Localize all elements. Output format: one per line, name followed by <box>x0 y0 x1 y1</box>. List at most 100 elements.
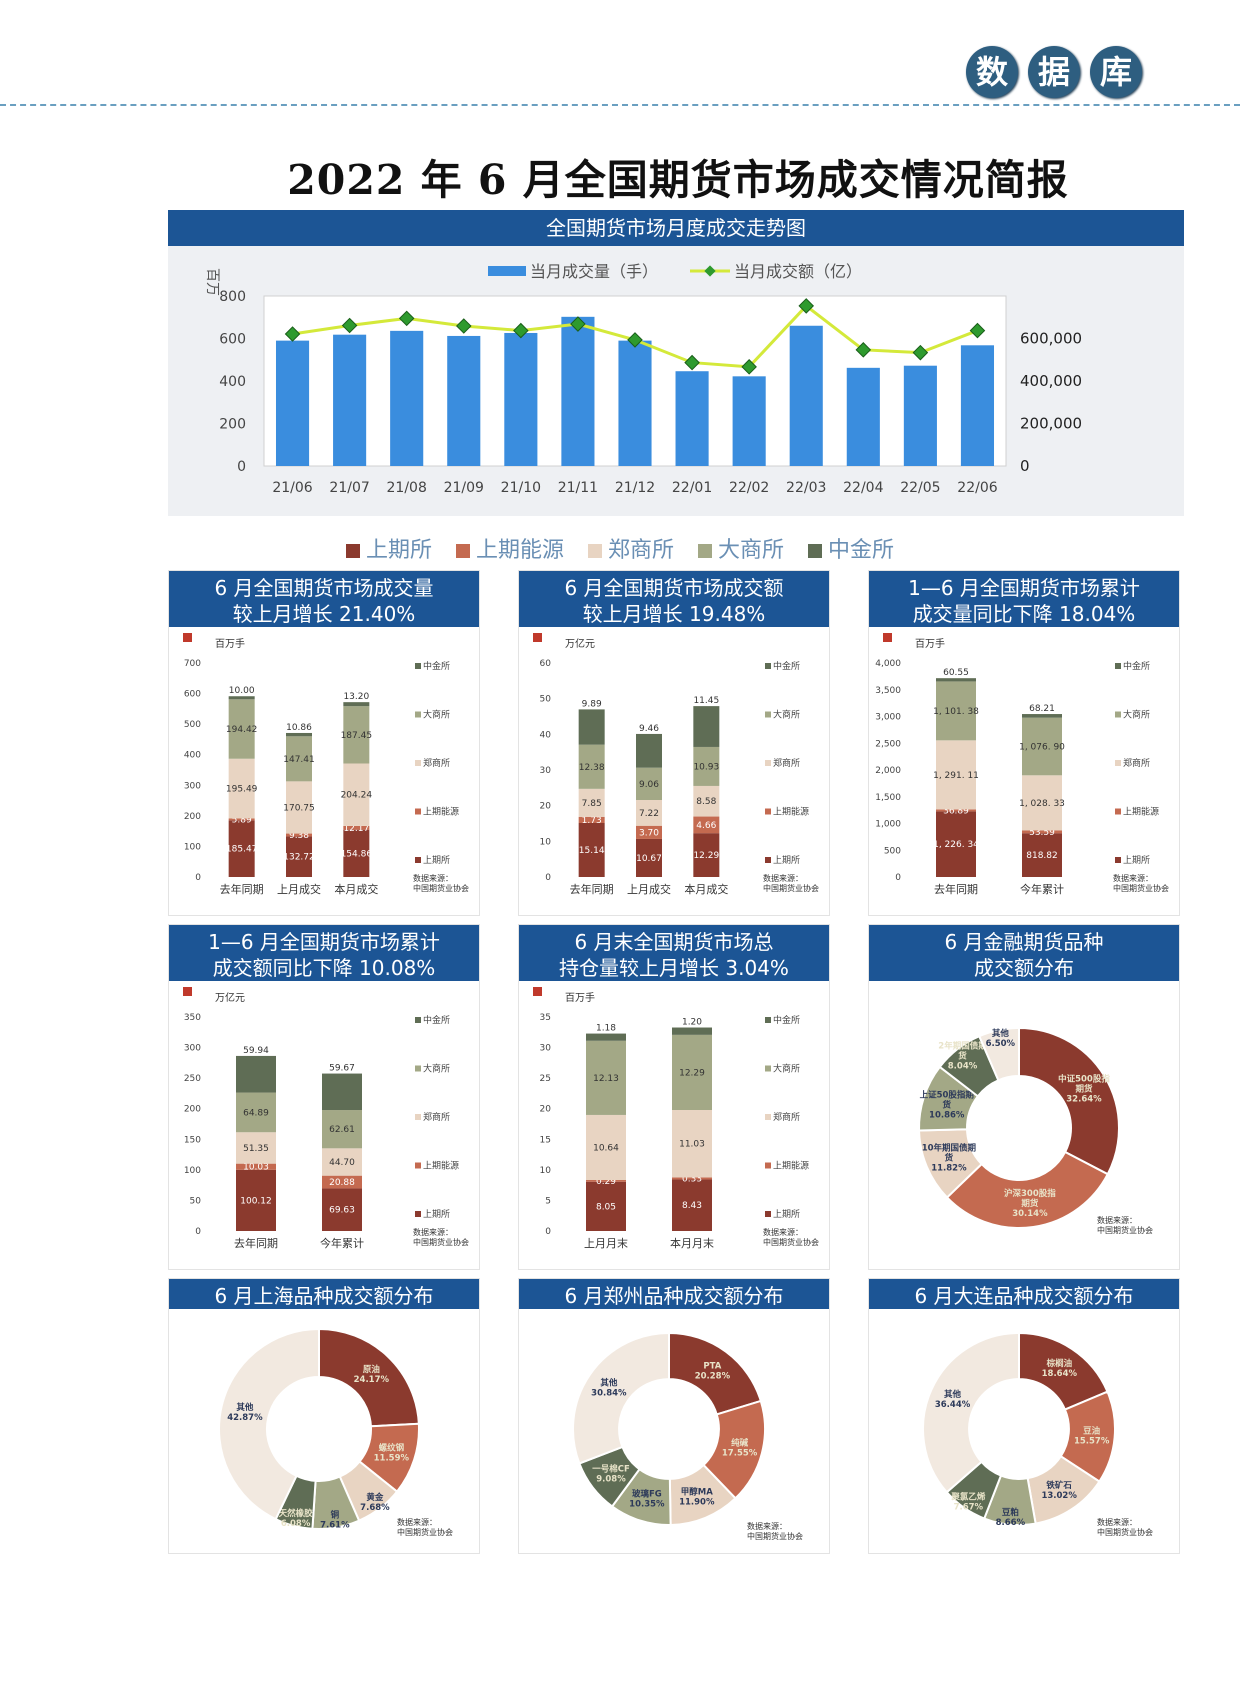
donut-label: 中证500股指 <box>1058 1074 1110 1085</box>
panel-title-line: 成交量同比下降 18.04% <box>912 602 1136 626</box>
stack-segment <box>636 733 662 768</box>
stack-label: 194.42 <box>226 725 258 735</box>
stack-segment <box>578 816 605 824</box>
side-legend-swatch <box>765 1017 771 1023</box>
x-tick: 22/05 <box>900 480 940 496</box>
stack-segment <box>636 838 662 877</box>
side-legend-label: 大商所 <box>773 709 800 721</box>
donut-label: 其他 <box>600 1378 618 1389</box>
exchange-legend-item: 郑商所 <box>587 532 674 564</box>
legend-label: 大商所 <box>718 538 785 563</box>
stack-segment <box>322 1148 362 1176</box>
stack-segment <box>636 825 662 839</box>
stack-label: 12.29 <box>679 1068 705 1078</box>
stack-segment <box>322 1175 362 1189</box>
corner-marker <box>533 633 542 642</box>
stack-segment <box>1022 714 1062 718</box>
donut-label: 其他 <box>236 1402 254 1413</box>
stack-label: 10.67 <box>636 854 662 864</box>
donut-label: 铜 <box>331 1510 340 1521</box>
stack-label: 154.86 <box>341 849 373 859</box>
side-legend-swatch <box>765 711 771 718</box>
stack-segment <box>236 1169 276 1231</box>
x-tick: 去年同期 <box>570 882 614 896</box>
stack-label: 20.88 <box>329 1178 355 1188</box>
side-legend-swatch <box>415 663 421 669</box>
stack-label: 9.38 <box>289 831 309 841</box>
side-legend-swatch <box>415 1211 421 1217</box>
donut-label: 17.55% <box>722 1448 758 1458</box>
unit-label: 百万手 <box>215 637 245 650</box>
side-legend-swatch <box>765 663 771 669</box>
panel-title: 1—6 月全国期货市场累计 成交额同比下降 10.08% <box>169 925 479 981</box>
donut-label: 18.64% <box>1042 1369 1078 1379</box>
y-tick: 3,500 <box>875 686 901 696</box>
exchange-legend-item: 大商所 <box>698 532 784 564</box>
stack-label: 64.89 <box>243 1108 269 1118</box>
stack-label: 36.89 <box>943 806 969 816</box>
stack-segment <box>1022 830 1062 834</box>
stack-segment <box>228 820 255 877</box>
stack-label: 7.22 <box>639 809 659 819</box>
turnover-point <box>398 310 415 327</box>
stack-label: 12.13 <box>593 1074 619 1084</box>
exchange-legend-item: 上期能源 <box>455 532 564 564</box>
side-legend-swatch <box>1115 760 1121 766</box>
donut-label: 20.28% <box>695 1371 731 1381</box>
volume-bar <box>846 367 880 466</box>
exchange-legend: 上期所 上期能源 郑商所 大商所 中金所 <box>0 532 1240 564</box>
stack-label: 51.35 <box>243 1144 269 1154</box>
source-note: 数据来源： <box>413 873 453 883</box>
side-legend-swatch <box>1115 857 1121 863</box>
side-legend-label: 大商所 <box>773 1063 800 1075</box>
stack-label: 10.93 <box>693 762 719 772</box>
y-tick: 10 <box>540 837 552 847</box>
side-legend-label: 上期所 <box>1123 855 1150 866</box>
stack-label: 10.64 <box>593 1143 619 1153</box>
stack-label: 147.41 <box>283 755 315 765</box>
x-tick: 今年累计 <box>320 1236 364 1250</box>
side-legend-label: 上期所 <box>773 1209 800 1220</box>
stack-segment <box>236 1092 276 1133</box>
turnover-point <box>855 342 872 358</box>
chart-panel: 6 月大连品种成交额分布 棕榈油 18.64% 豆油 15.57% 铁矿石 13.02% 豆粕… <box>868 1278 1180 1554</box>
x-tick: 去年同期 <box>220 882 264 896</box>
donut-label: 11.59% <box>374 1453 410 1463</box>
y-tick: 500 <box>184 720 201 730</box>
stack-label: 5.89 <box>232 815 252 825</box>
donut-label: 9.08% <box>596 1474 626 1484</box>
side-legend-swatch <box>415 1017 421 1023</box>
x-tick: 去年同期 <box>234 1236 278 1250</box>
badge-2: 据 <box>1028 46 1080 98</box>
donut-slice <box>572 1331 670 1465</box>
y-right-tick: 400,000 <box>1020 372 1082 390</box>
stack-label: 4.66 <box>696 821 716 831</box>
chart-panel: 6 月全国期货市场成交额 较上月增长 19.48% 万亿元 0 10 20 30 40 50 60… <box>518 570 830 916</box>
donut-label: 13.02% <box>1041 1491 1077 1501</box>
panel-title-line: 持仓量较上月增长 3.04% <box>559 956 789 980</box>
donut-label: 15.57% <box>1074 1437 1110 1447</box>
y-tick: 60 <box>540 659 552 669</box>
x-tick: 21/08 <box>387 480 427 496</box>
volume-bar <box>390 330 424 466</box>
turnover-point <box>798 298 815 314</box>
stack-label: 1.20 <box>682 1018 702 1028</box>
side-legend-label: 大商所 <box>423 709 450 721</box>
volume-bar <box>903 365 937 466</box>
legend-label: 郑商所 <box>607 538 674 563</box>
panel-title-line: 较上月增长 21.40% <box>232 602 416 626</box>
source-note: 数据来源： <box>1097 1517 1137 1527</box>
y-right-tick: 600,000 <box>1020 330 1082 348</box>
stack-label: 10.00 <box>229 686 255 696</box>
y-tick: 350 <box>184 1013 201 1023</box>
volume-bar <box>675 371 709 466</box>
donut-label: 其他 <box>992 1028 1010 1039</box>
y-unit-label: 百万 <box>204 268 220 296</box>
donut-label: 玻璃FG <box>632 1489 662 1500</box>
stack-label: 8.58 <box>696 797 716 807</box>
legend-swatch <box>698 544 712 558</box>
side-legend-swatch <box>415 857 421 863</box>
y-tick: 3,000 <box>875 713 901 723</box>
stack-label: 12.17 <box>343 824 369 834</box>
